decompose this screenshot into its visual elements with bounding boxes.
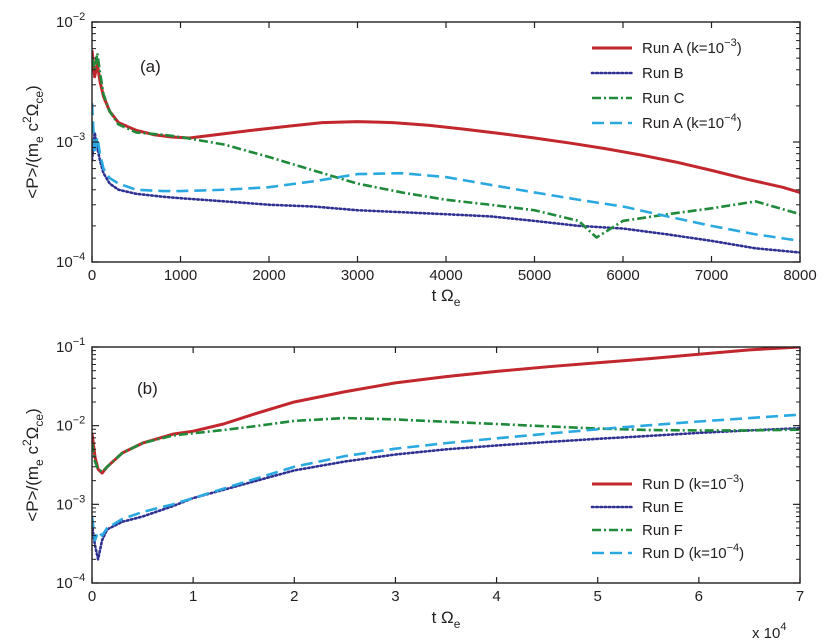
x-tick-label: 2000 — [252, 267, 285, 284]
x-tick-label: 0 — [88, 588, 96, 605]
y-axis-label: <P>/(me c2Ωce) — [20, 408, 46, 521]
x-tick-label: 3 — [391, 588, 399, 605]
x-axis-multiplier: x 104 — [752, 621, 786, 642]
x-tick-label: 1 — [189, 588, 197, 605]
x-tick-label: 7000 — [695, 267, 728, 284]
x-tick-label: 0 — [88, 267, 96, 284]
y-tick-label: 10−2 — [56, 11, 85, 31]
legend-entry-label: Run E — [642, 499, 684, 516]
x-tick-label: 4000 — [429, 267, 462, 284]
y-tick-label: 10−3 — [56, 493, 85, 513]
legend-entry-label: Run F — [642, 522, 683, 539]
y-tick-label: 10−1 — [56, 336, 85, 356]
panel-b: 0 1 2 3 4 5 6 7 10−4 10−3 10−2 10−1 (b) t Ωe <P>/(me c… — [20, 336, 804, 642]
plot-frame — [91, 21, 801, 263]
y-tick-label: 10−3 — [56, 131, 85, 151]
x-tick-label: 2 — [290, 588, 298, 605]
legend-entry-label: Run D (k=10−4) — [642, 542, 744, 562]
x-tick-label: 6000 — [606, 267, 639, 284]
panel-label: (b) — [137, 379, 158, 398]
panel-a: 0 1000 2000 3000 4000 5000 6000 7000 8000 10−4 10−… — [20, 11, 817, 309]
x-tick-label: 8000 — [783, 267, 816, 284]
y-tick-label: 10−4 — [56, 572, 85, 592]
legend-entry-label: Run B — [642, 65, 684, 82]
legend-entry-label: Run A (k=10−3) — [642, 37, 742, 57]
plot-frame — [91, 346, 801, 584]
x-tick-label: 6 — [695, 588, 703, 605]
y-tick-label: 10−2 — [56, 415, 85, 435]
x-tick-label: 5 — [594, 588, 602, 605]
series-line-run-a-k-10-3 — [92, 50, 800, 194]
panel-label: (a) — [140, 57, 161, 76]
series-line-run-b — [92, 131, 800, 254]
x-axis-label: t Ωe — [432, 286, 461, 309]
series-line-run-f — [92, 416, 800, 473]
y-tick-label: 10−4 — [56, 251, 85, 271]
legend-entry-label: Run D (k=10−3) — [642, 473, 744, 493]
x-tick-label: 5000 — [518, 267, 551, 284]
series-line-run-e — [92, 426, 800, 561]
x-tick-label: 7 — [796, 588, 804, 605]
series-line-run-a-k-10-4 — [92, 103, 800, 243]
legend-entry-label: Run C — [642, 90, 685, 107]
x-tick-label: 3000 — [341, 267, 374, 284]
series-line-run-d-k-10-4 — [92, 413, 800, 542]
x-tick-label: 4 — [492, 588, 500, 605]
series-line-run-d-k-10-3 — [92, 347, 800, 475]
x-axis-label: t Ωe — [432, 608, 461, 631]
x-tick-label: 1000 — [164, 267, 197, 284]
legend: Run D (k=10−3) Run E Run F Run D (k=10−4) — [590, 473, 744, 562]
series-line-run-c — [92, 51, 800, 239]
legend-entry-label: Run A (k=10−4) — [642, 112, 742, 132]
y-axis-label: <P>/(me c2Ωce) — [20, 85, 46, 198]
legend: Run A (k=10−3) Run B Run C Run A (k=10−4) — [590, 37, 742, 132]
